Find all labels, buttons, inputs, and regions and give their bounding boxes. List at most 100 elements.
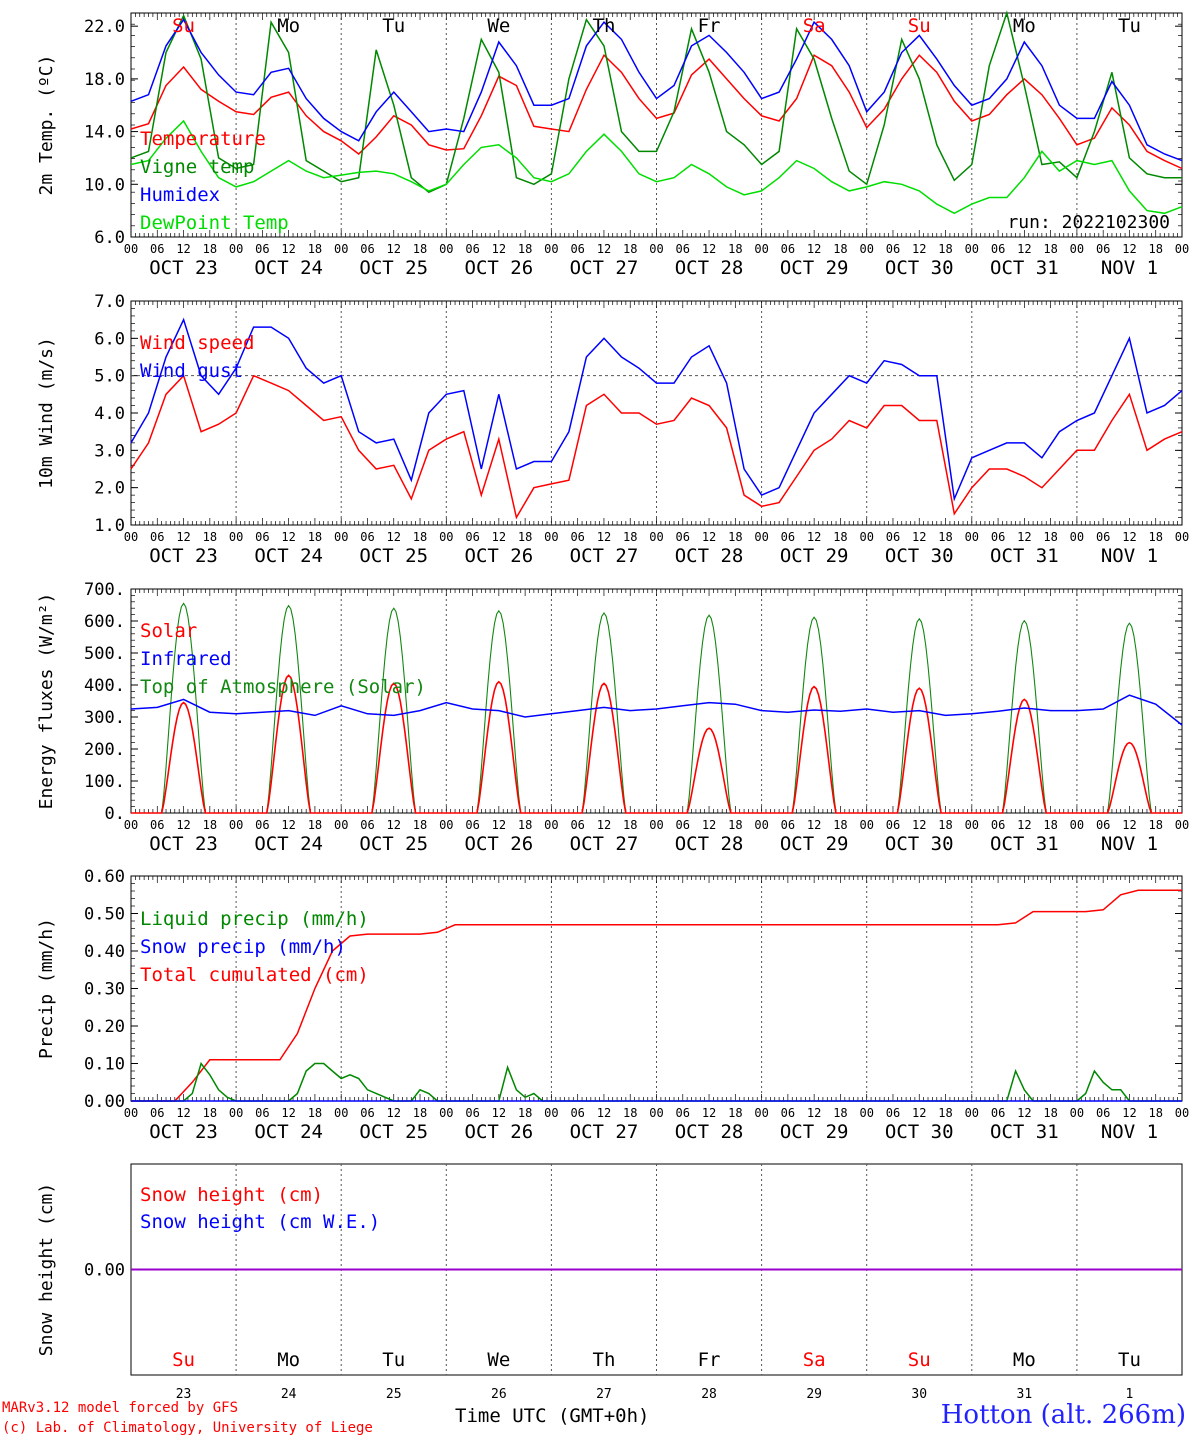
hour-tick-label: 00 [439,242,453,256]
hour-tick-label: 06 [676,1106,690,1120]
hour-tick-label: 00 [124,1106,138,1120]
panel-2: 00 06 12 18 00 06 12 18 00 06 12 18 00 06 12 18 00 06 12 18… [36,292,1189,567]
hour-tick-label: 18 [833,1106,847,1120]
legend-entry: Snow height (cm) [140,1184,323,1206]
date-tick-label: OCT 30 [885,545,954,567]
hour-tick-label: 12 [807,242,821,256]
hour-tick-label: 00 [1175,242,1189,256]
hour-tick-label: 12 [807,1106,821,1120]
hour-tick-label: 12 [1017,242,1031,256]
series-vigne-temp [130,10,1182,194]
hour-tick-label: 06 [570,242,584,256]
hour-tick-label: 12 [492,1106,506,1120]
y-tick-label: 7.0 [94,292,125,312]
hour-tick-label: 00 [439,530,453,544]
date-tick-label: OCT 29 [780,833,849,855]
hour-tick-label: 12 [492,818,506,832]
hour-tick-label: 12 [387,530,401,544]
hour-tick-label: 12 [1122,242,1136,256]
date-tick-label: OCT 31 [990,1121,1059,1143]
hour-tick-label: 06 [150,530,164,544]
hour-tick-label: 06 [886,818,900,832]
legend-entry: Infrared [140,648,232,670]
date-tick-label: OCT 25 [359,545,428,567]
series-total-cumulated-cm [131,889,1182,1102]
hour-tick-label: 00 [859,818,873,832]
panel-4: 00 06 12 18 00 06 12 18 00 06 12 18 00 06 12 18 00 06 12 18… [36,867,1189,1143]
legend-entry: Temperature [140,128,266,150]
day-number: 26 [491,1387,507,1402]
hour-tick-label: 06 [570,1106,584,1120]
date-tick-label: OCT 26 [465,1121,534,1143]
day-number: 24 [281,1387,297,1402]
hour-tick-label: 00 [1175,818,1189,832]
hour-tick-label: 00 [229,1106,243,1120]
hour-tick-label: 18 [623,530,637,544]
hour-tick-label: 18 [1148,530,1162,544]
series-dewpoint-temp [130,119,1183,215]
legend-entry: Top of Atmosphere (Solar) [140,676,426,698]
y-tick-label: 0. [105,804,125,824]
weekday-label-bottom: Th [593,1349,616,1371]
model-credit: MARv3.12 model forced by GFS [2,1400,239,1416]
hour-tick-label: 12 [281,530,295,544]
hour-tick-label: 06 [150,1106,164,1120]
hour-tick-label: 12 [176,242,190,256]
y-tick-label: 0.00 [84,1092,125,1112]
hour-tick-label: 00 [439,818,453,832]
weekday-label-bottom: Mo [277,1349,300,1371]
hour-tick-label: 06 [255,818,269,832]
weekday-label-top: Fr [698,15,721,37]
hour-tick-label: 18 [413,818,427,832]
hour-tick-label: 18 [938,818,952,832]
weekday-label-top: Tu [382,15,405,37]
hour-tick-label: 18 [308,1106,322,1120]
hour-tick-label: 00 [965,818,979,832]
y-tick-label: 5.0 [94,367,125,387]
date-tick-label: OCT 28 [675,257,744,279]
hour-tick-label: 06 [360,818,374,832]
hour-tick-label: 06 [991,818,1005,832]
date-tick-label: OCT 24 [254,833,323,855]
weekday-label-top: Su [908,15,931,37]
hour-tick-label: 06 [255,530,269,544]
y-tick-label: 100. [84,772,125,792]
hour-tick-label: 00 [544,1106,558,1120]
y-axis-label: 10m Wind (m/s) [36,337,57,489]
hour-tick-label: 12 [597,530,611,544]
day-number: 29 [806,1387,822,1402]
y-tick-label: 6.0 [94,228,125,248]
series-wind-speed [130,374,1183,520]
hour-tick-label: 00 [1175,1106,1189,1120]
hour-tick-label: 00 [544,242,558,256]
hour-tick-label: 18 [1043,242,1057,256]
date-tick-label: OCT 30 [885,1121,954,1143]
weekday-label-top: Mo [1013,15,1036,37]
date-tick-label: NOV 1 [1101,257,1158,279]
date-tick-label: OCT 24 [254,545,323,567]
legend-entry: Total cumulated (cm) [140,964,369,986]
date-tick-label: OCT 27 [570,1121,639,1143]
y-tick-label: 0.20 [84,1017,125,1037]
legend-entry: Snow height (cm W.E.) [140,1211,380,1233]
hour-tick-label: 06 [781,818,795,832]
hour-tick-label: 18 [203,242,217,256]
hour-tick-label: 06 [150,242,164,256]
hour-tick-label: 12 [807,530,821,544]
date-tick-label: OCT 23 [149,257,218,279]
hour-tick-label: 06 [465,530,479,544]
date-tick-label: OCT 27 [570,545,639,567]
hour-tick-label: 06 [1096,818,1110,832]
date-tick-label: OCT 26 [465,257,534,279]
hour-tick-label: 00 [544,818,558,832]
hour-tick-label: 12 [912,242,926,256]
weekday-label-top: Su [172,15,195,37]
hour-tick-label: 12 [176,818,190,832]
hour-tick-label: 18 [623,818,637,832]
hour-tick-label: 12 [1122,530,1136,544]
y-tick-label: 6.0 [94,329,125,349]
series-humidex [130,18,1183,162]
hour-tick-label: 06 [255,242,269,256]
y-tick-label: 0.10 [84,1055,125,1075]
